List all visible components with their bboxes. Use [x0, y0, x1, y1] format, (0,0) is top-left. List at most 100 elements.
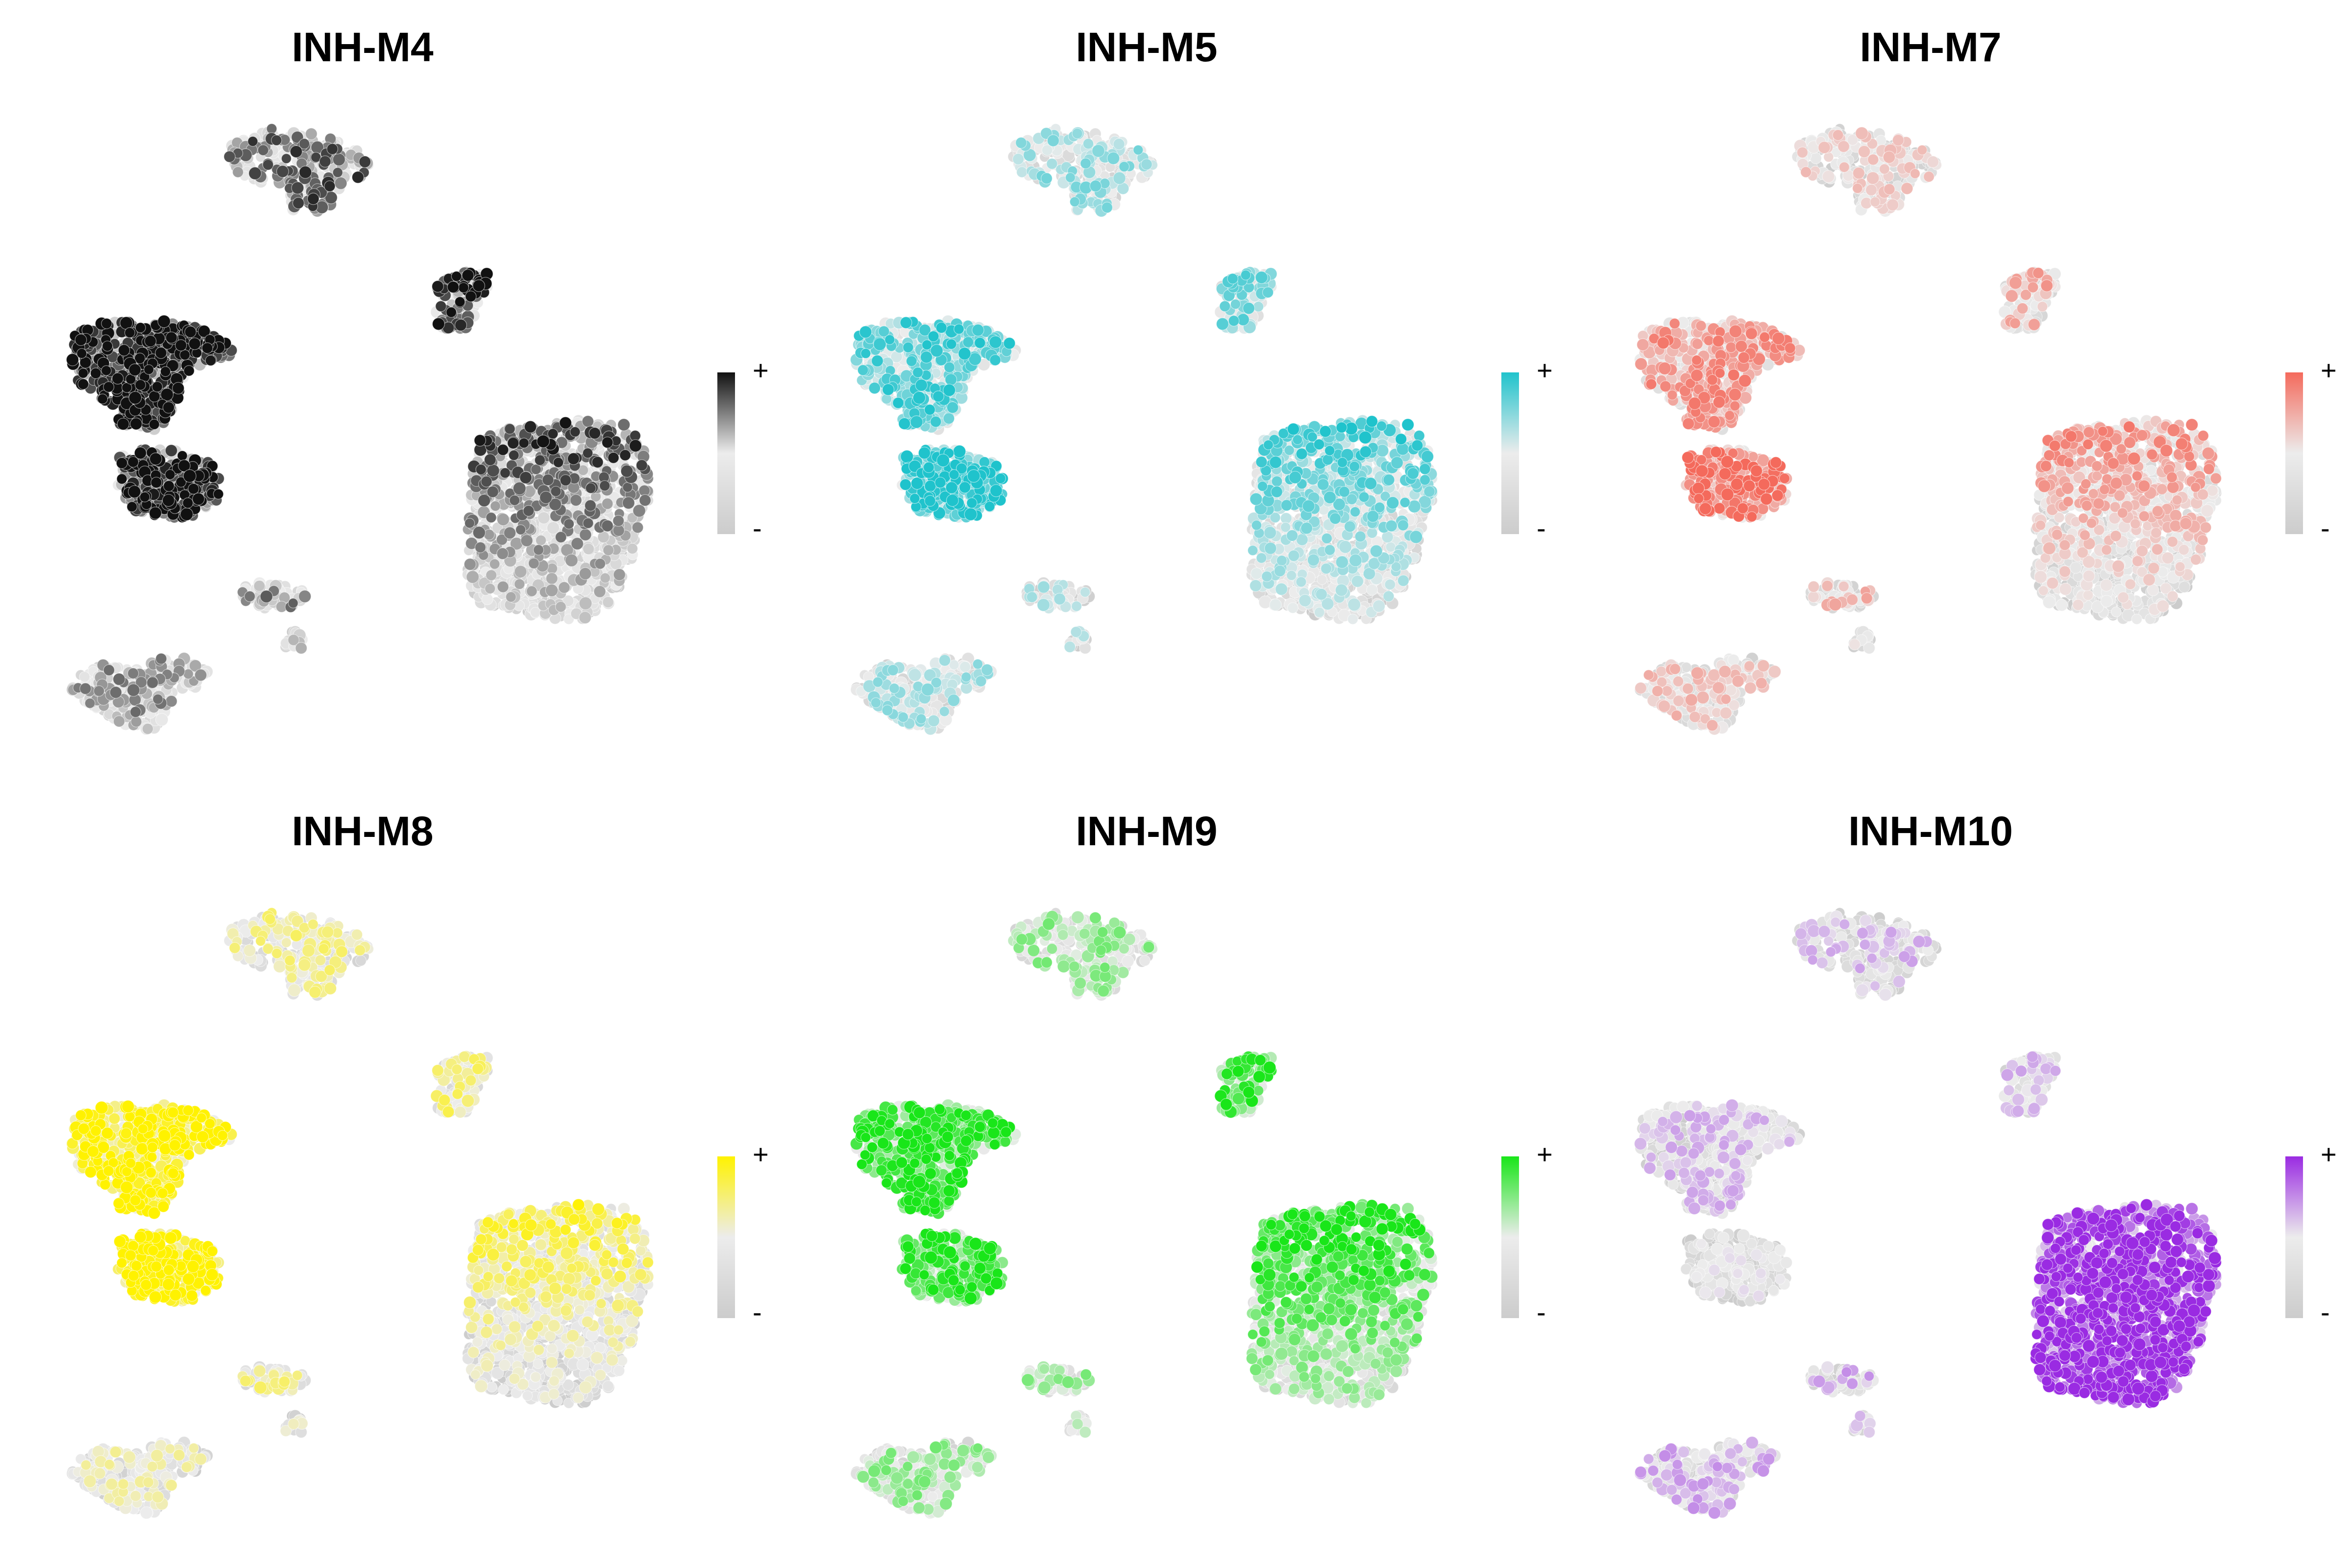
cell-point [90, 368, 101, 379]
cell-point [1107, 151, 1120, 165]
cell-point [93, 685, 105, 697]
cell-point [496, 513, 510, 526]
cell-point [1263, 526, 1277, 539]
cell-point [148, 418, 160, 430]
cell-point [1344, 520, 1356, 533]
cell-point [1391, 561, 1401, 572]
cell-point [1368, 557, 1381, 570]
cell-point [148, 390, 161, 402]
cell-point [326, 143, 339, 155]
cell-point [579, 611, 592, 624]
cell-point [582, 415, 594, 428]
cell-point [569, 494, 582, 507]
cell-point [307, 193, 319, 205]
cell-point [601, 437, 613, 448]
cell-point [160, 388, 174, 401]
cell-point [464, 517, 475, 529]
cell-point [1397, 519, 1409, 531]
cell-point [961, 672, 972, 683]
cell-point [633, 504, 646, 517]
cell-point [489, 559, 500, 570]
cell-point [1141, 158, 1152, 171]
cell-point [103, 381, 115, 393]
cell-point [290, 145, 303, 158]
cell-point [622, 482, 633, 493]
cell-point [144, 335, 157, 347]
cell-point [466, 570, 480, 584]
cell-point [155, 713, 169, 727]
cell-point [505, 591, 516, 603]
cell-point [472, 279, 485, 292]
cell-point [474, 434, 486, 447]
cell-point [585, 483, 596, 494]
cell-point [533, 544, 544, 556]
cell-point [127, 456, 139, 468]
cell-point [292, 197, 305, 209]
cell-point [477, 494, 491, 507]
umap-scatter-plot [850, 123, 1438, 735]
cell-point [147, 676, 159, 689]
cell-point [1366, 584, 1378, 596]
cell-point [298, 138, 310, 149]
cell-point [135, 322, 146, 333]
cell-point [882, 704, 893, 716]
cell-point [1026, 591, 1038, 603]
cell-point [175, 339, 187, 351]
cell-point [555, 601, 566, 612]
cell-point [101, 365, 112, 376]
cell-point [514, 565, 527, 578]
cell-point [1385, 519, 1397, 532]
cell-point [602, 596, 614, 608]
cell-point [454, 296, 466, 307]
cell-point [1016, 166, 1028, 178]
cell-point [1298, 594, 1312, 607]
cell-point [232, 166, 244, 178]
cell-point [1385, 541, 1396, 553]
cell-point [921, 683, 934, 696]
cell-point [271, 135, 282, 146]
cell-point [182, 497, 194, 509]
cell-point [1080, 158, 1092, 170]
cell-point [480, 475, 492, 488]
cell-point [79, 683, 92, 695]
cell-point [1101, 201, 1113, 214]
cell-point [188, 483, 199, 495]
cell-point [558, 581, 570, 594]
cell-point [547, 428, 559, 440]
cell-point [1046, 158, 1058, 170]
cell-point [188, 337, 201, 350]
cell-point [1249, 579, 1262, 592]
cell-point [1354, 531, 1366, 542]
cell-point [192, 492, 205, 506]
cell-point [165, 331, 177, 344]
cell-point [183, 365, 195, 377]
cell-point [1072, 128, 1083, 139]
cell-point [1300, 522, 1313, 535]
umap-scatter-plot [66, 123, 654, 735]
cell-point [324, 180, 336, 192]
cell-point [1113, 172, 1126, 185]
cell-point [617, 418, 631, 431]
cell-point [298, 589, 312, 603]
cell-point [332, 153, 346, 166]
cell-point [184, 325, 196, 338]
cell-point [451, 271, 462, 282]
cell-point [490, 500, 501, 512]
cell-point [504, 423, 515, 435]
cell-point [248, 167, 262, 180]
cell-point [1320, 563, 1332, 575]
cell-point [515, 524, 526, 535]
cell-point [1324, 544, 1336, 556]
cell-point [1347, 598, 1361, 612]
cell-point [1383, 590, 1395, 602]
cell-point [1335, 584, 1348, 597]
cell-point [582, 543, 595, 555]
cell-point [1351, 575, 1364, 588]
cell-point [152, 693, 164, 705]
cell-point [872, 676, 883, 687]
cell-point [447, 281, 460, 294]
cell-point [1370, 544, 1383, 558]
cell-point [113, 715, 125, 728]
cell-point [1372, 599, 1386, 613]
cell-point [201, 342, 213, 354]
